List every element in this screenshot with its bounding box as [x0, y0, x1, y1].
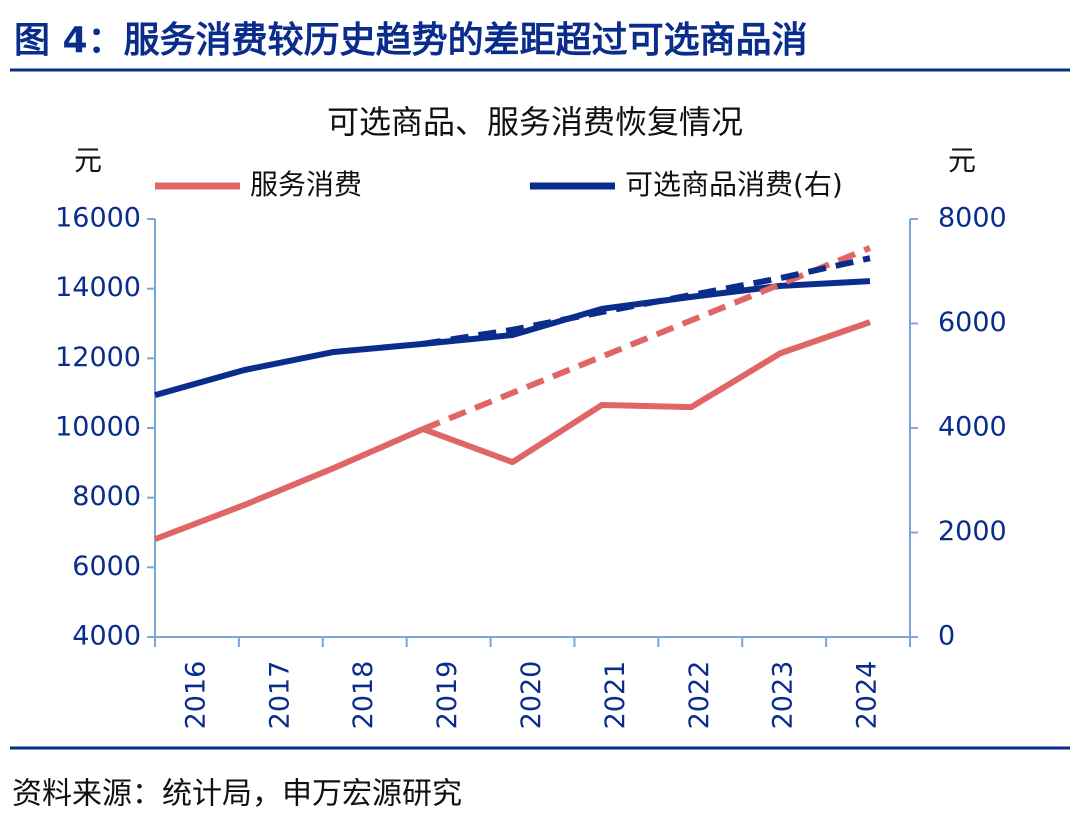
x-tick-label: 2021 [600, 661, 631, 730]
trend-line [422, 255, 871, 347]
y-tick-label: 16000 [55, 203, 141, 234]
x-tick-label: 2018 [348, 661, 379, 730]
chart-title: 可选商品、服务消费恢复情况 [327, 103, 743, 141]
y-tick-label: 8000 [72, 481, 141, 512]
y2-tick-label: 8000 [938, 203, 1007, 234]
y-tick-label: 10000 [55, 412, 141, 443]
x-tick-label: 2019 [432, 661, 463, 730]
y2-tick-label: 0 [938, 621, 955, 652]
x-tick-label: 2023 [768, 661, 799, 730]
figure-title: 图 4：服务消费较历史趋势的差距超过可选商品消 [14, 20, 808, 61]
y2-tick-label: 6000 [938, 307, 1007, 338]
trend-line [421, 245, 872, 432]
series-line [154, 278, 871, 398]
x-tick-label: 2017 [264, 661, 295, 730]
y-tick-label: 4000 [72, 621, 141, 652]
x-tick-label: 2022 [684, 661, 715, 730]
y-tick-label: 12000 [55, 342, 141, 373]
y2-axis-unit: 元 [948, 144, 976, 177]
x-tick-label: 2016 [180, 661, 211, 730]
source-note: 资料来源：统计局，申万宏源研究 [12, 777, 462, 812]
legend-label: 可选商品消费(右) [625, 168, 843, 201]
x-tick-label: 2020 [516, 661, 547, 730]
y-tick-label: 14000 [55, 272, 141, 303]
y-tick-label: 6000 [72, 551, 141, 582]
legend-label: 服务消费 [250, 168, 362, 201]
y2-tick-label: 2000 [938, 516, 1007, 547]
y2-tick-label: 4000 [938, 412, 1007, 443]
series-line [153, 319, 871, 542]
x-tick-label: 2024 [852, 661, 883, 730]
y-axis-unit: 元 [74, 144, 102, 177]
